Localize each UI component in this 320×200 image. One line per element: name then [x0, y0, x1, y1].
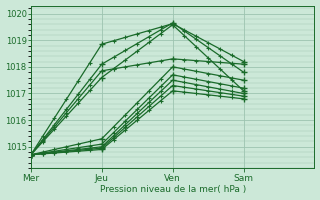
X-axis label: Pression niveau de la mer( hPa ): Pression niveau de la mer( hPa ) — [100, 185, 246, 194]
